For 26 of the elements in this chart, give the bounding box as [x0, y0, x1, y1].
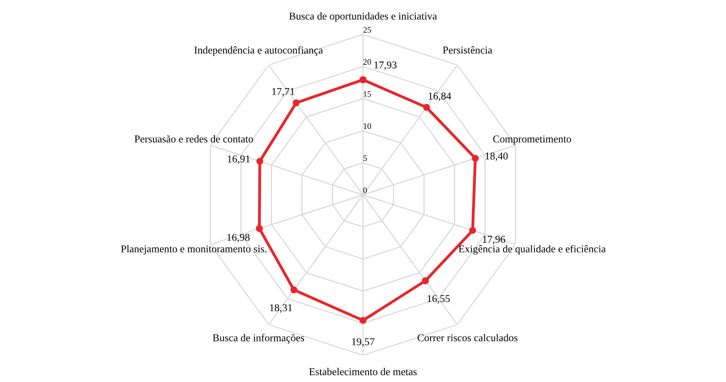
spoke-label: Busca de oportunidades e iniciativa	[289, 12, 437, 22]
y-tick-label: 5	[363, 156, 367, 162]
data-label: 16,91	[228, 155, 250, 164]
spoke-label: Persistência	[442, 46, 492, 54]
data-label: 19,57	[352, 338, 374, 347]
data-label: 16,98	[227, 234, 250, 242]
spoke-label: Correr riscos calculados	[418, 334, 518, 342]
spoke-label: Exigência de qualidade e eficiência	[458, 244, 606, 255]
data-label: 18,40	[486, 152, 508, 162]
data-label: 16,55	[428, 295, 450, 304]
spoke-label: Persuasão e redes de contato	[134, 135, 254, 142]
data-label: 16,84	[428, 92, 452, 102]
y-tick-label: 20	[363, 59, 372, 65]
spoke-label: Planejamento e monitoramento sis.	[121, 245, 266, 254]
y-tick-label: 15	[364, 91, 372, 97]
spoke-label: Estabelecimento de metas	[309, 368, 417, 376]
data-label: 17,93	[374, 61, 397, 70]
spoke-label: Busca de informações	[212, 334, 304, 344]
data-label: 17,96	[482, 236, 506, 244]
data-label: 18,31	[270, 304, 292, 313]
y-tick-label: 0	[363, 188, 367, 194]
data-label: 17,71	[272, 88, 294, 97]
y-tick-label: 25	[363, 27, 372, 33]
spoke-label: Comprometimento	[493, 135, 572, 145]
y-tick-label: 10	[364, 123, 372, 129]
spoke-label: Independência e autoconfiança	[194, 46, 323, 56]
